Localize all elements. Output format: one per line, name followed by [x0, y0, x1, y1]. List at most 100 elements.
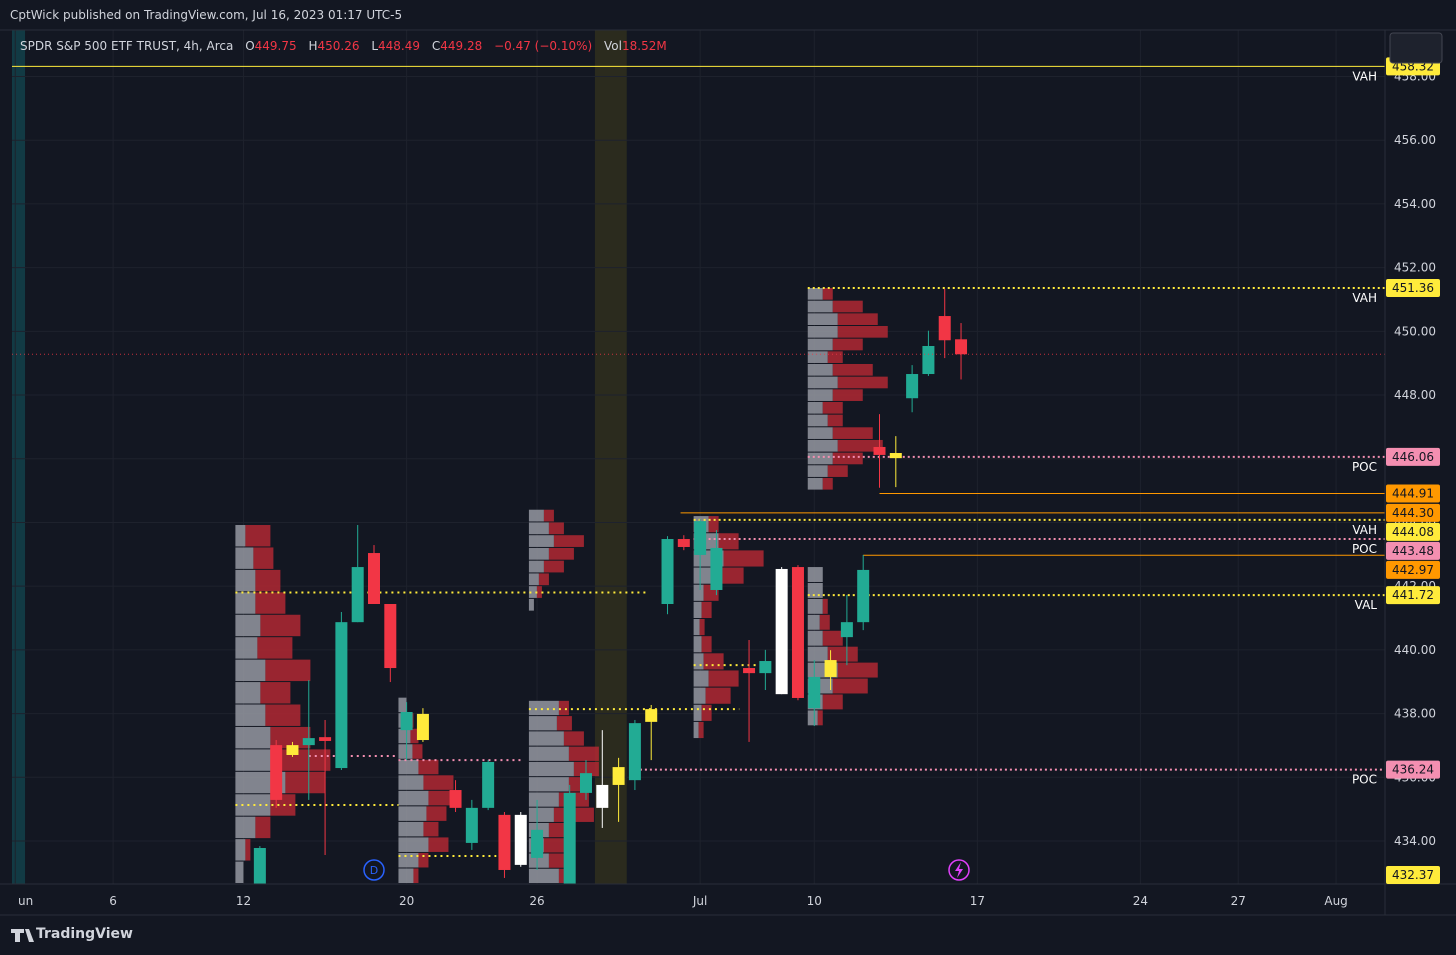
- profile-down-volume: [822, 288, 833, 300]
- profile-up-volume: [235, 525, 246, 547]
- candle-body: [955, 339, 968, 355]
- profile-down-volume: [822, 401, 843, 414]
- profile-down-volume: [701, 636, 712, 653]
- x-tick-label: 27: [1231, 894, 1246, 908]
- candle-body: [384, 604, 397, 669]
- candle-body: [335, 622, 348, 769]
- y-tick-label: 452.00: [1394, 261, 1436, 275]
- profile-up-volume: [807, 351, 828, 363]
- candle-body: [775, 568, 788, 695]
- y-tick-label: 456.00: [1394, 133, 1436, 147]
- x-tick-label: 12: [236, 894, 251, 908]
- candle-body: [351, 567, 364, 623]
- dividend-marker[interactable]: [363, 859, 385, 881]
- profile-up-volume: [528, 535, 554, 547]
- profile-down-volume: [543, 838, 564, 853]
- profile-down-volume: [245, 839, 251, 861]
- profile-up-volume: [398, 852, 419, 868]
- level-tag-label: 442.97: [1392, 563, 1434, 577]
- candle-body: [628, 723, 641, 781]
- profile-down-volume: [543, 560, 564, 573]
- change: −0.47 (−0.10%): [494, 39, 593, 53]
- top-right-box: [1389, 32, 1443, 64]
- profile-down-volume: [832, 300, 863, 313]
- level-tag: [1386, 484, 1440, 503]
- profile-up-volume: [528, 547, 549, 560]
- profile-up-volume: [807, 710, 818, 726]
- profile-up-volume: [235, 637, 258, 659]
- profile-up-volume: [693, 687, 706, 704]
- profile-up-volume: [807, 376, 838, 389]
- profile-up-volume: [528, 700, 559, 716]
- profile-up-volume: [693, 567, 714, 584]
- legend: SPDR S&P 500 ETF TRUST, 4h, Arca O449.75…: [20, 39, 675, 53]
- profile-down-volume: [832, 427, 873, 439]
- profile-up-volume: [398, 821, 424, 837]
- profile-up-volume: [528, 761, 574, 777]
- y-tick-label: 438.00: [1394, 707, 1436, 721]
- profile-up-volume: [807, 439, 838, 452]
- profile-up-volume: [528, 868, 559, 883]
- profile-down-volume: [418, 759, 439, 775]
- profile-up-volume: [398, 697, 407, 713]
- published-note: CptWick published on TradingView.com, Ju…: [10, 8, 403, 22]
- profile-down-volume: [701, 601, 712, 619]
- profile-down-volume: [822, 477, 833, 490]
- profile-down-volume: [718, 533, 739, 550]
- candle-body: [677, 539, 690, 547]
- profile-down-volume: [699, 619, 705, 636]
- profile-down-volume: [255, 569, 281, 592]
- x-tick-label: Jul: [692, 894, 707, 908]
- level-tag: [1386, 279, 1440, 298]
- earnings-marker[interactable]: [948, 859, 970, 881]
- profile-down-volume: [412, 744, 423, 759]
- profile-down-volume: [701, 704, 712, 721]
- profile-down-volume: [423, 821, 439, 837]
- profile-up-volume: [528, 792, 559, 807]
- candle-body: [465, 807, 478, 843]
- profile-down-volume: [285, 771, 326, 794]
- profile-down-volume: [837, 439, 883, 452]
- profile-up-volume: [398, 790, 429, 806]
- volume-prefix: Vol: [604, 39, 622, 53]
- profile-up-volume: [235, 726, 271, 749]
- candle-body: [840, 622, 853, 638]
- candle-body: [498, 814, 511, 870]
- profile-up-volume: [807, 389, 833, 401]
- profile-up-volume: [693, 584, 704, 601]
- candle-body: [612, 767, 625, 785]
- profile-up-volume: [528, 522, 549, 535]
- candle-body: [579, 773, 592, 793]
- bottom-price-tag: [1386, 866, 1440, 884]
- profile-down-volume: [548, 522, 564, 535]
- profile-up-volume: [807, 465, 828, 477]
- footer-brand: TradingView: [36, 926, 133, 942]
- candle-body: [759, 661, 772, 674]
- level-name: VAL: [1355, 598, 1378, 612]
- profile-up-volume: [807, 582, 823, 598]
- profile-up-volume: [807, 598, 823, 614]
- candle-body: [645, 709, 658, 722]
- level-tag-label: 436.24: [1392, 763, 1434, 777]
- profile-down-volume: [423, 775, 454, 790]
- profile-down-volume: [822, 598, 828, 614]
- candle-body: [563, 792, 576, 884]
- profile-up-volume: [807, 326, 838, 338]
- profile-up-volume: [528, 807, 554, 822]
- profile-up-volume: [693, 704, 702, 721]
- bottom-price-tag-label: 432.37: [1392, 868, 1434, 882]
- profile-up-volume: [528, 731, 564, 746]
- profile-up-volume: [807, 414, 828, 427]
- profile-up-volume: [398, 759, 419, 775]
- level-tag-label: 444.91: [1392, 486, 1434, 500]
- profile-down-volume: [553, 535, 584, 547]
- profile-down-volume: [410, 728, 419, 744]
- profile-down-volume: [536, 586, 542, 598]
- profile-up-volume: [807, 452, 833, 465]
- profile-up-volume: [693, 619, 700, 636]
- profile-down-volume: [832, 452, 863, 465]
- profile-up-volume: [528, 598, 534, 611]
- high-value: 450.26: [317, 39, 360, 53]
- level-name: VAH: [1352, 523, 1377, 537]
